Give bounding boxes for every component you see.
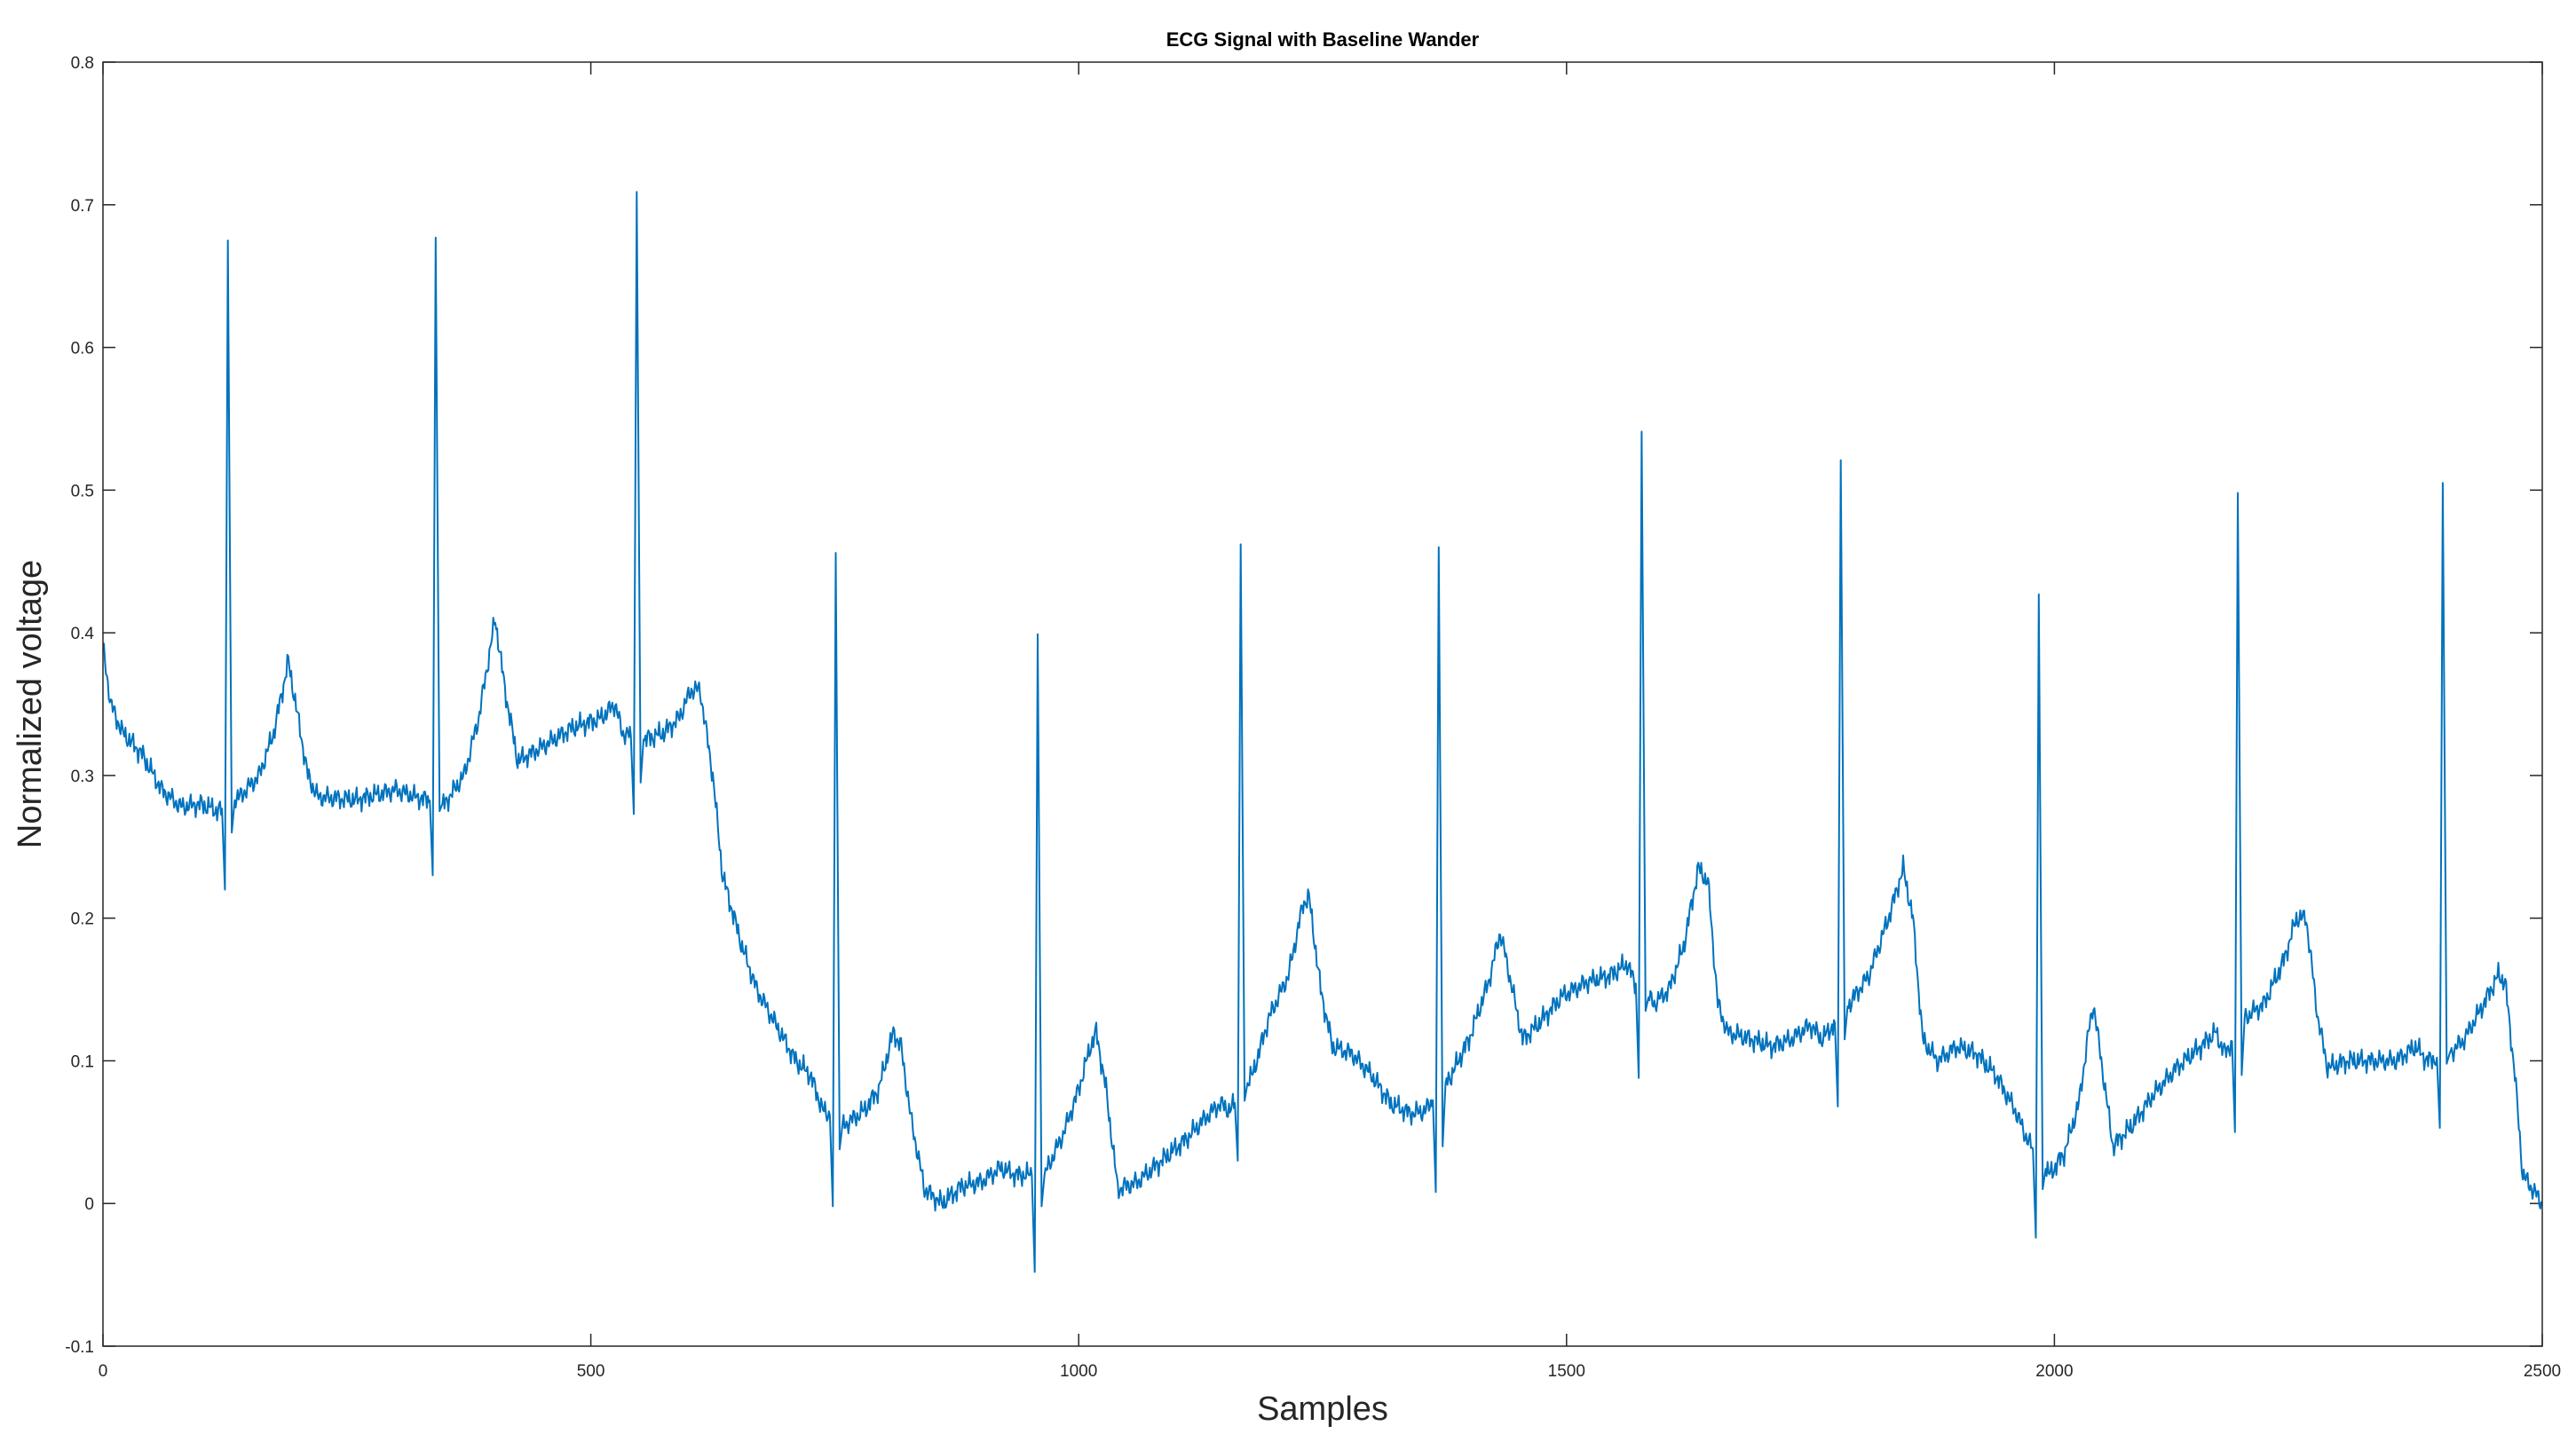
y-tick-label: 0 (84, 1195, 94, 1214)
x-tick-label: 2500 (2524, 1362, 2561, 1381)
y-tick-label: 0.5 (71, 482, 94, 500)
x-axis-label: Samples (1257, 1391, 1388, 1428)
x-tick-label: 1500 (1548, 1362, 1585, 1381)
y-axis-label: Normalized voltage (12, 560, 49, 848)
y-tick-label: 0.2 (71, 910, 94, 929)
y-tick-label: 0.3 (71, 768, 94, 786)
x-tick-label: 2000 (2035, 1362, 2073, 1381)
y-tick-label: 0.6 (71, 340, 94, 359)
y-tick-label: 0.4 (71, 625, 95, 643)
x-tick-label: 500 (577, 1362, 605, 1381)
chart-title: ECG Signal with Baseline Wander (1166, 28, 1480, 51)
y-tick-label: 0.7 (71, 197, 94, 216)
x-tick-label: 0 (99, 1362, 108, 1381)
y-tick-label: 0.1 (71, 1052, 94, 1071)
y-tick-label: 0.8 (71, 54, 94, 73)
x-tick-label: 1000 (1060, 1362, 1097, 1381)
y-tick-label: -0.1 (65, 1338, 94, 1357)
